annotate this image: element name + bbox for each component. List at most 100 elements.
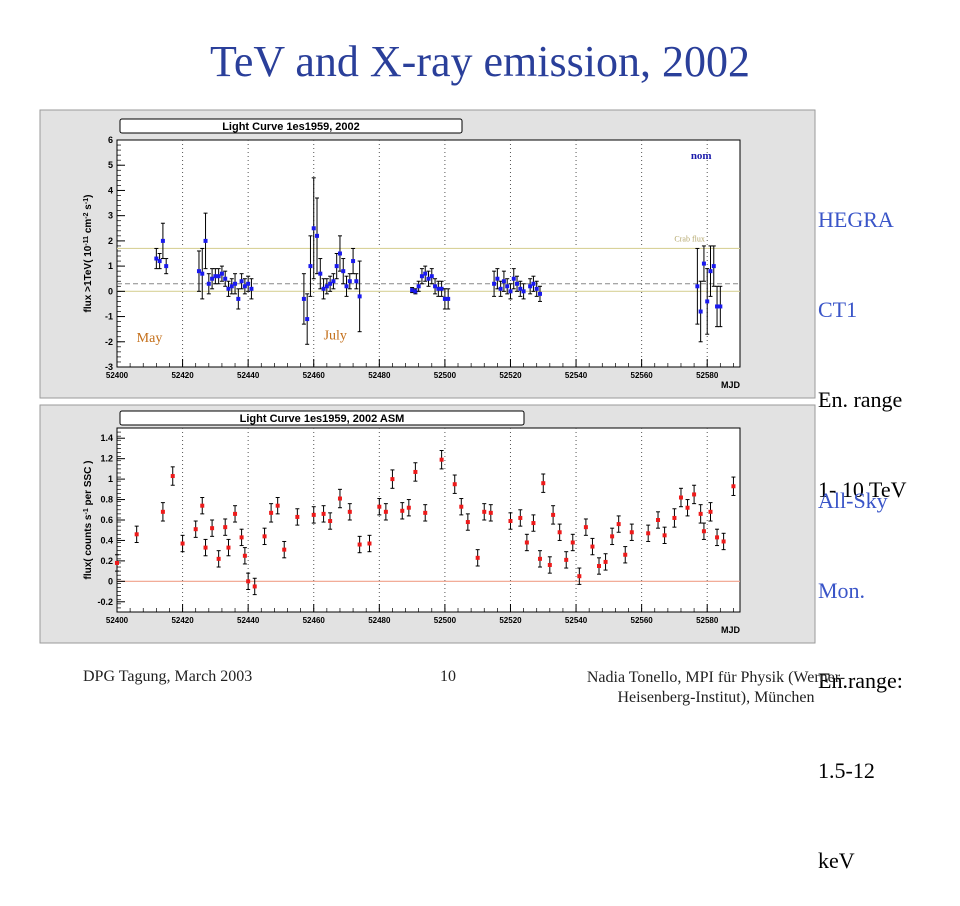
asm-label: All-Sky Mon. En.range: 1.5-12 keV	[818, 426, 903, 906]
data-point	[701, 261, 706, 266]
footer-author-line1: Nadia Tonello, MPI für Physik (Werner-	[586, 669, 846, 686]
data-point	[541, 481, 546, 486]
data-point	[160, 509, 165, 514]
data-point	[465, 520, 470, 525]
data-point	[672, 515, 677, 520]
footer-page-number: 10	[440, 668, 456, 685]
y-tick-label: 0	[108, 286, 113, 296]
data-point	[718, 304, 723, 309]
hegra-label-line3: En. range	[818, 387, 903, 412]
data-point	[708, 509, 713, 514]
data-point	[721, 539, 726, 544]
data-point	[570, 540, 575, 545]
data-point	[685, 505, 690, 510]
x-tick-label: 52400	[106, 371, 129, 380]
data-point	[321, 511, 326, 516]
x-tick-label: 52500	[434, 616, 457, 625]
data-point	[357, 294, 362, 299]
data-point	[603, 559, 608, 564]
hegra-label-line1: HEGRA	[818, 207, 894, 232]
y-axis-label: flux >1TeV( 10-11 cm-2 s-1)	[83, 195, 95, 313]
x-tick-label: 52460	[303, 616, 326, 625]
data-point	[282, 547, 287, 552]
x-tick-label: 52520	[499, 616, 522, 625]
y-tick-label: 3	[108, 211, 113, 221]
data-point	[446, 296, 451, 301]
data-point	[200, 503, 205, 508]
x-tick-label: 52480	[368, 371, 391, 380]
data-point	[295, 514, 300, 519]
data-point	[223, 525, 228, 530]
data-point	[236, 296, 241, 301]
data-point	[629, 530, 634, 535]
footer-author: Nadia Tonello, MPI für Physik (Werner- H…	[556, 668, 876, 708]
data-point	[357, 542, 362, 547]
data-point	[115, 560, 119, 565]
asm-label-line1: All-Sky	[818, 488, 888, 513]
asm-label-line2: Mon.	[818, 578, 866, 603]
data-point	[305, 317, 310, 322]
data-point	[226, 286, 231, 291]
data-point	[439, 457, 444, 462]
chart-title-box	[119, 118, 463, 134]
data-point	[210, 276, 215, 281]
x-tick-label: 52440	[237, 616, 260, 625]
chart-panel-bottom: Light Curve 1es1959, 2002 ASM -0.2 0 0.2 0.4…	[39, 404, 816, 644]
x-tick-label: 52420	[171, 616, 194, 625]
data-point	[203, 545, 208, 550]
y-tick-label: 0.4	[100, 535, 113, 545]
x-tick-label: 52560	[631, 616, 654, 625]
asm-label-line4: 1.5-12	[818, 758, 875, 783]
data-point	[731, 484, 736, 489]
data-point	[311, 512, 316, 517]
data-point	[501, 279, 506, 284]
data-point	[508, 289, 513, 294]
data-point	[439, 286, 444, 291]
data-point	[239, 535, 244, 540]
data-point	[321, 286, 326, 291]
data-point	[367, 541, 372, 546]
data-point	[537, 556, 542, 561]
hegra-label-line4: 1- 10 TeV	[818, 477, 907, 502]
data-point	[252, 584, 257, 589]
data-point	[318, 271, 323, 276]
footer-author-line2: Heisenberg-Institut), München	[617, 689, 815, 706]
data-point	[547, 562, 552, 567]
data-point	[246, 579, 251, 584]
data-point	[531, 521, 536, 526]
data-point	[311, 226, 316, 231]
y-tick-label: 1.4	[100, 433, 113, 443]
data-point	[213, 274, 218, 279]
data-point	[419, 274, 424, 279]
data-point	[551, 512, 556, 517]
july-label: July	[324, 328, 347, 343]
data-point	[475, 555, 480, 560]
data-point	[206, 281, 211, 286]
data-point	[534, 286, 539, 291]
data-points	[154, 177, 723, 345]
chart-title-box	[119, 410, 525, 426]
x-tick-label: 52440	[237, 371, 260, 380]
data-point	[315, 233, 320, 238]
x-tick-label: 52460	[303, 371, 326, 380]
data-point	[515, 281, 520, 286]
x-tick-label: 52560	[631, 371, 654, 380]
hegra-label: HEGRA CT1 En. range 1- 10 TeV	[818, 145, 906, 535]
data-point	[426, 276, 431, 281]
data-point	[646, 531, 651, 536]
data-point	[351, 259, 356, 264]
data-point	[524, 540, 529, 545]
y-tick-label: 0.8	[100, 495, 113, 505]
data-point	[239, 279, 244, 284]
x-tick-label: 52400	[106, 616, 129, 625]
chart-title: Light Curve 1es1959, 2002 ASM	[240, 413, 405, 425]
data-point	[423, 510, 428, 515]
data-point	[564, 557, 569, 562]
data-point	[610, 534, 615, 539]
data-point	[410, 288, 415, 293]
data-point	[678, 495, 683, 500]
asm-label-line5: keV	[818, 848, 855, 873]
data-point	[590, 544, 595, 549]
data-point	[216, 274, 221, 279]
y-tick-label: 5	[108, 160, 113, 170]
